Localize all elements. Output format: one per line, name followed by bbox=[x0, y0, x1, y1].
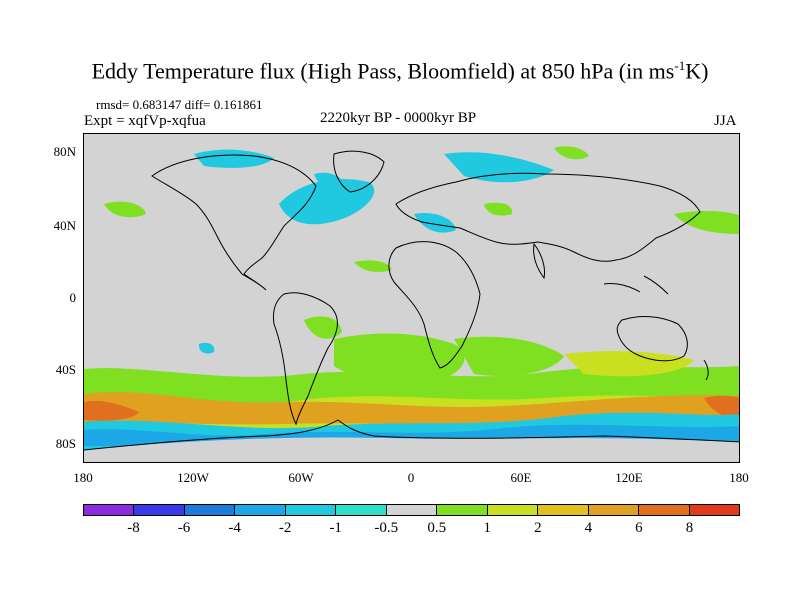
colorbar-label-1: -6 bbox=[177, 520, 191, 536]
experiment-label: Expt = xqfVp-xqfua bbox=[84, 113, 206, 129]
atlantic-green bbox=[354, 260, 392, 272]
colorbar-label-8: 2 bbox=[534, 520, 542, 536]
plot-title: Eddy Temperature flux (High Pass, Bloomf… bbox=[0, 58, 800, 84]
hudson-cyan bbox=[314, 172, 346, 190]
colorbar-label-4: -1 bbox=[329, 520, 342, 536]
southern-ocean-red-left bbox=[84, 400, 139, 421]
se-asia-islands bbox=[603, 275, 669, 295]
siberia-green bbox=[554, 146, 589, 160]
world-map bbox=[84, 134, 739, 462]
lon-tick-120w: 120W bbox=[177, 470, 209, 485]
europe-cyan bbox=[414, 212, 456, 233]
colorbar-swatch-12 bbox=[689, 505, 740, 515]
colorbar-label-2: -4 bbox=[228, 520, 241, 536]
lat-tick-40s: 40S bbox=[55, 362, 76, 377]
south-indian-green bbox=[454, 336, 564, 376]
arctic-canada-cyan bbox=[194, 149, 274, 168]
colorbar-swatch-11 bbox=[639, 505, 690, 515]
india-coast bbox=[533, 242, 545, 280]
title-end: K) bbox=[685, 58, 709, 84]
period-label: 2220kyr BP - 0000kyr BP bbox=[320, 110, 477, 126]
map-frame bbox=[83, 133, 740, 463]
greenland-coast bbox=[333, 150, 385, 193]
colorbar-label-3: -2 bbox=[278, 520, 292, 536]
africa-coast bbox=[388, 241, 481, 369]
eurasia-coast bbox=[395, 172, 701, 262]
colorbar-label-9: 4 bbox=[584, 520, 593, 536]
antarctica-land bbox=[84, 437, 739, 462]
lat-tick-80s: 80S bbox=[55, 436, 76, 451]
north-pacific-green-east bbox=[674, 210, 739, 234]
coastlines bbox=[84, 150, 739, 451]
south-america-coast bbox=[273, 292, 338, 426]
north-pacific-green bbox=[104, 201, 146, 218]
colorbar-label-6: 0.5 bbox=[427, 520, 447, 536]
lat-tick-0: 0 bbox=[69, 290, 77, 305]
season-label: JJA bbox=[714, 113, 737, 129]
colorbar-swatch-2 bbox=[184, 505, 236, 515]
south-america-green bbox=[304, 316, 342, 339]
south-atlantic-green bbox=[334, 333, 465, 384]
colorbar-swatch-6 bbox=[386, 505, 438, 515]
colorbar-swatch-4 bbox=[285, 505, 337, 515]
eurasia-green bbox=[484, 202, 513, 216]
title-main: Eddy Temperature flux (High Pass, Bloomf… bbox=[91, 58, 675, 84]
australia-coast bbox=[616, 316, 688, 362]
antarctica-coast bbox=[84, 419, 739, 451]
southern-ocean-green-band bbox=[84, 366, 739, 403]
colorbar-swatch-10 bbox=[588, 505, 640, 515]
colorbar-swatch-0 bbox=[84, 505, 135, 515]
colorbar bbox=[83, 504, 740, 516]
colorbar-label-10: 6 bbox=[635, 520, 643, 536]
title-superscript: -1 bbox=[674, 58, 686, 73]
colorbar-swatch-5 bbox=[336, 505, 387, 515]
southern-ocean-red-right bbox=[704, 395, 739, 420]
south-america-cyan bbox=[198, 342, 215, 354]
north-atlantic-cyan bbox=[279, 178, 375, 225]
lat-tick-80n: 80N bbox=[53, 144, 76, 159]
colorbar-swatch-8 bbox=[487, 505, 539, 515]
colorbar-label-5: -0.5 bbox=[374, 520, 399, 536]
colorbar-label-7: 1 bbox=[483, 520, 492, 536]
australia-south-green bbox=[564, 351, 694, 377]
lon-tick-60e: 60E bbox=[510, 470, 532, 485]
colorbar-swatch-7 bbox=[437, 505, 488, 515]
colorbar-swatch-9 bbox=[538, 505, 589, 515]
north-america-coast bbox=[151, 154, 317, 291]
lon-tick-180w: 180 bbox=[73, 470, 93, 485]
siberia-cyan bbox=[444, 152, 554, 183]
colorbar-label-0: -8 bbox=[127, 520, 140, 536]
new-zealand-coast bbox=[703, 359, 709, 381]
lon-tick-0: 0 bbox=[407, 470, 415, 485]
colorbar-swatch-3 bbox=[235, 505, 286, 515]
stats-text: rmsd= 0.683147 diff= 0.161861 bbox=[96, 97, 263, 112]
colorbar-swatch-1 bbox=[134, 505, 185, 515]
colorbar-label-11: 8 bbox=[685, 520, 694, 536]
lat-tick-40n: 40N bbox=[53, 218, 76, 233]
lon-tick-180e: 180 bbox=[729, 470, 749, 485]
lon-tick-60w: 60W bbox=[288, 470, 314, 485]
lon-tick-120e: 120E bbox=[615, 470, 643, 485]
